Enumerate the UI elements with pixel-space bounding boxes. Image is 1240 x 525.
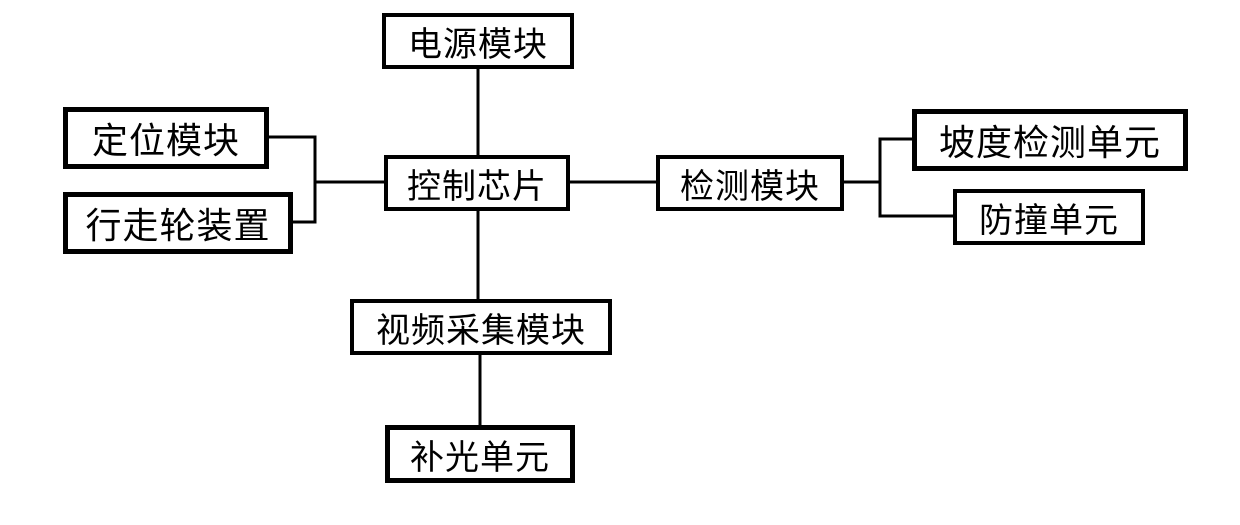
node-label: 电源模块 xyxy=(408,17,548,66)
node-slope: 坡度检测单元 xyxy=(912,109,1188,171)
edge xyxy=(880,182,953,216)
edge xyxy=(293,182,315,222)
edge xyxy=(844,139,912,182)
node-detect: 检测模块 xyxy=(656,155,844,211)
node-label: 行走轮装置 xyxy=(85,197,270,249)
diagram-canvas: 电源模块 定位模块 行走轮装置 控制芯片 检测模块 坡度检测单元 防撞单元 视频… xyxy=(0,0,1240,525)
node-label: 检测模块 xyxy=(680,159,820,208)
node-label: 视频采集模块 xyxy=(376,303,586,352)
node-wheel: 行走轮装置 xyxy=(63,192,293,254)
node-label: 控制芯片 xyxy=(407,159,547,208)
node-chip: 控制芯片 xyxy=(384,155,570,211)
node-collision: 防撞单元 xyxy=(953,189,1145,245)
node-label: 补光单元 xyxy=(410,430,550,479)
node-power: 电源模块 xyxy=(382,13,574,69)
edge xyxy=(269,137,384,182)
node-label: 坡度检测单元 xyxy=(939,114,1161,166)
node-video: 视频采集模块 xyxy=(350,299,612,355)
node-light: 补光单元 xyxy=(385,425,575,483)
edge-layer xyxy=(0,0,1240,525)
node-label: 防撞单元 xyxy=(979,193,1119,242)
node-position: 定位模块 xyxy=(63,107,269,169)
node-label: 定位模块 xyxy=(92,112,240,164)
